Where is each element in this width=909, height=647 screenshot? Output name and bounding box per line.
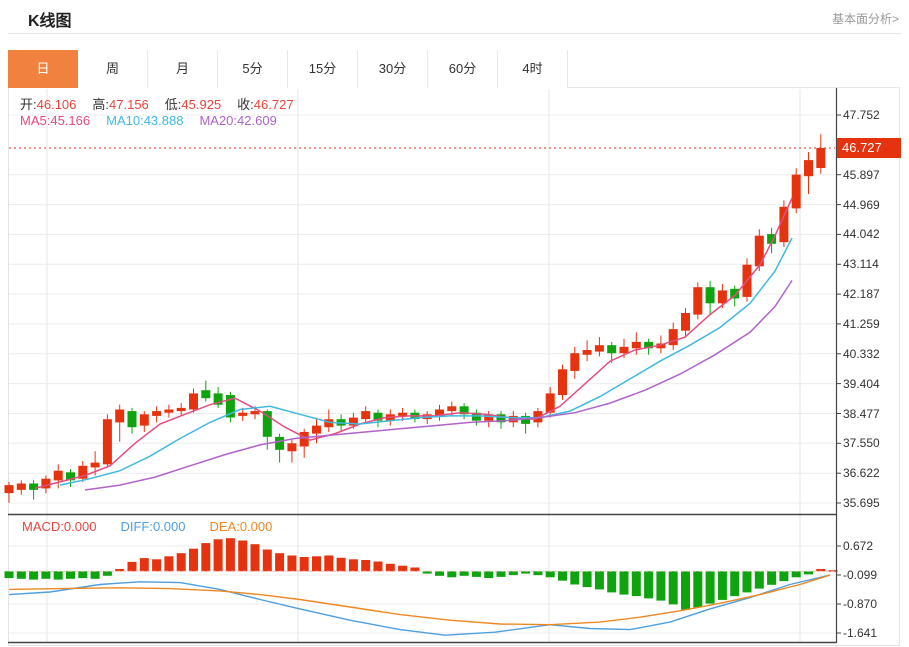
dea-line <box>8 574 831 626</box>
y-axis-label: 38.477 <box>843 406 880 421</box>
y-axis-label: -0.870 <box>843 597 878 611</box>
y-axis-label: 37.550 <box>843 436 880 451</box>
ohlc-item: 收:46.727 <box>237 97 294 112</box>
ma-item: MA5:45.166 <box>20 113 91 128</box>
tab-5min[interactable]: 5分 <box>218 50 288 88</box>
ohlc-item: 低:45.925 <box>164 97 222 112</box>
y-axis-label: 45.897 <box>843 167 880 182</box>
ohlc-item: 开:46.106 <box>20 97 77 112</box>
y-axis-label: 41.259 <box>843 316 880 331</box>
macd-item: MACD:0.000 <box>22 519 97 534</box>
tab-30min[interactable]: 30分 <box>358 50 428 88</box>
ma-item: MA10:43.888 <box>106 113 184 128</box>
tab-month[interactable]: 月 <box>148 50 218 88</box>
current-price-badge: 46.727 <box>837 138 901 158</box>
ohlc-item: 高:47.156 <box>92 97 149 112</box>
macd-legend: MACD:0.000 DIFF:0.000 DEA:0.000 <box>22 519 272 534</box>
ma10-line <box>59 237 793 486</box>
y-axis-label: 44.969 <box>843 197 880 212</box>
tab-4hour[interactable]: 4时 <box>498 50 568 88</box>
tab-day[interactable]: 日 <box>8 50 78 88</box>
y-axis-label: 42.187 <box>843 287 880 302</box>
y-axis-label: -1.641 <box>843 626 878 640</box>
title-divider <box>8 33 901 34</box>
ma20-line <box>84 280 793 491</box>
tab-15min[interactable]: 15分 <box>288 50 358 88</box>
diff-line <box>8 574 831 636</box>
y-axis-label: 0.672 <box>843 539 874 553</box>
y-axis-label: 47.752 <box>843 108 880 122</box>
macd-histogram <box>4 538 838 610</box>
macd-item: DEA:0.000 <box>209 519 273 534</box>
kline-widget-frame <box>8 50 900 646</box>
y-axis-label: 36.622 <box>843 466 880 481</box>
y-axis-label: 40.332 <box>843 346 880 361</box>
macd-item: DIFF:0.000 <box>120 519 186 534</box>
y-axis-label: -0.099 <box>843 568 878 582</box>
tab-60min[interactable]: 60分 <box>428 50 498 88</box>
candles-layer <box>4 134 826 503</box>
y-axis-label: 44.042 <box>843 227 880 242</box>
y-axis-label: 43.114 <box>843 257 879 272</box>
ma5-line <box>34 197 793 490</box>
period-tabbar: 日周月 5分 15分 30分 60分 4时 <box>8 50 900 88</box>
fundamental-analysis-link[interactable]: 基本面分析> <box>831 12 899 26</box>
y-axis-label: 35.695 <box>843 496 880 510</box>
page-title: K线图 <box>28 13 72 30</box>
ma-item: MA20:42.609 <box>199 113 277 128</box>
y-axis-label: 39.404 <box>843 376 880 391</box>
ma-legend: MA5:45.166 MA10:43.888 MA20:42.609 <box>20 113 277 128</box>
tab-week[interactable]: 周 <box>78 50 148 88</box>
ohlc-legend: 开:46.106 高:47.156 低:45.925 收:46.727 <box>20 94 294 113</box>
